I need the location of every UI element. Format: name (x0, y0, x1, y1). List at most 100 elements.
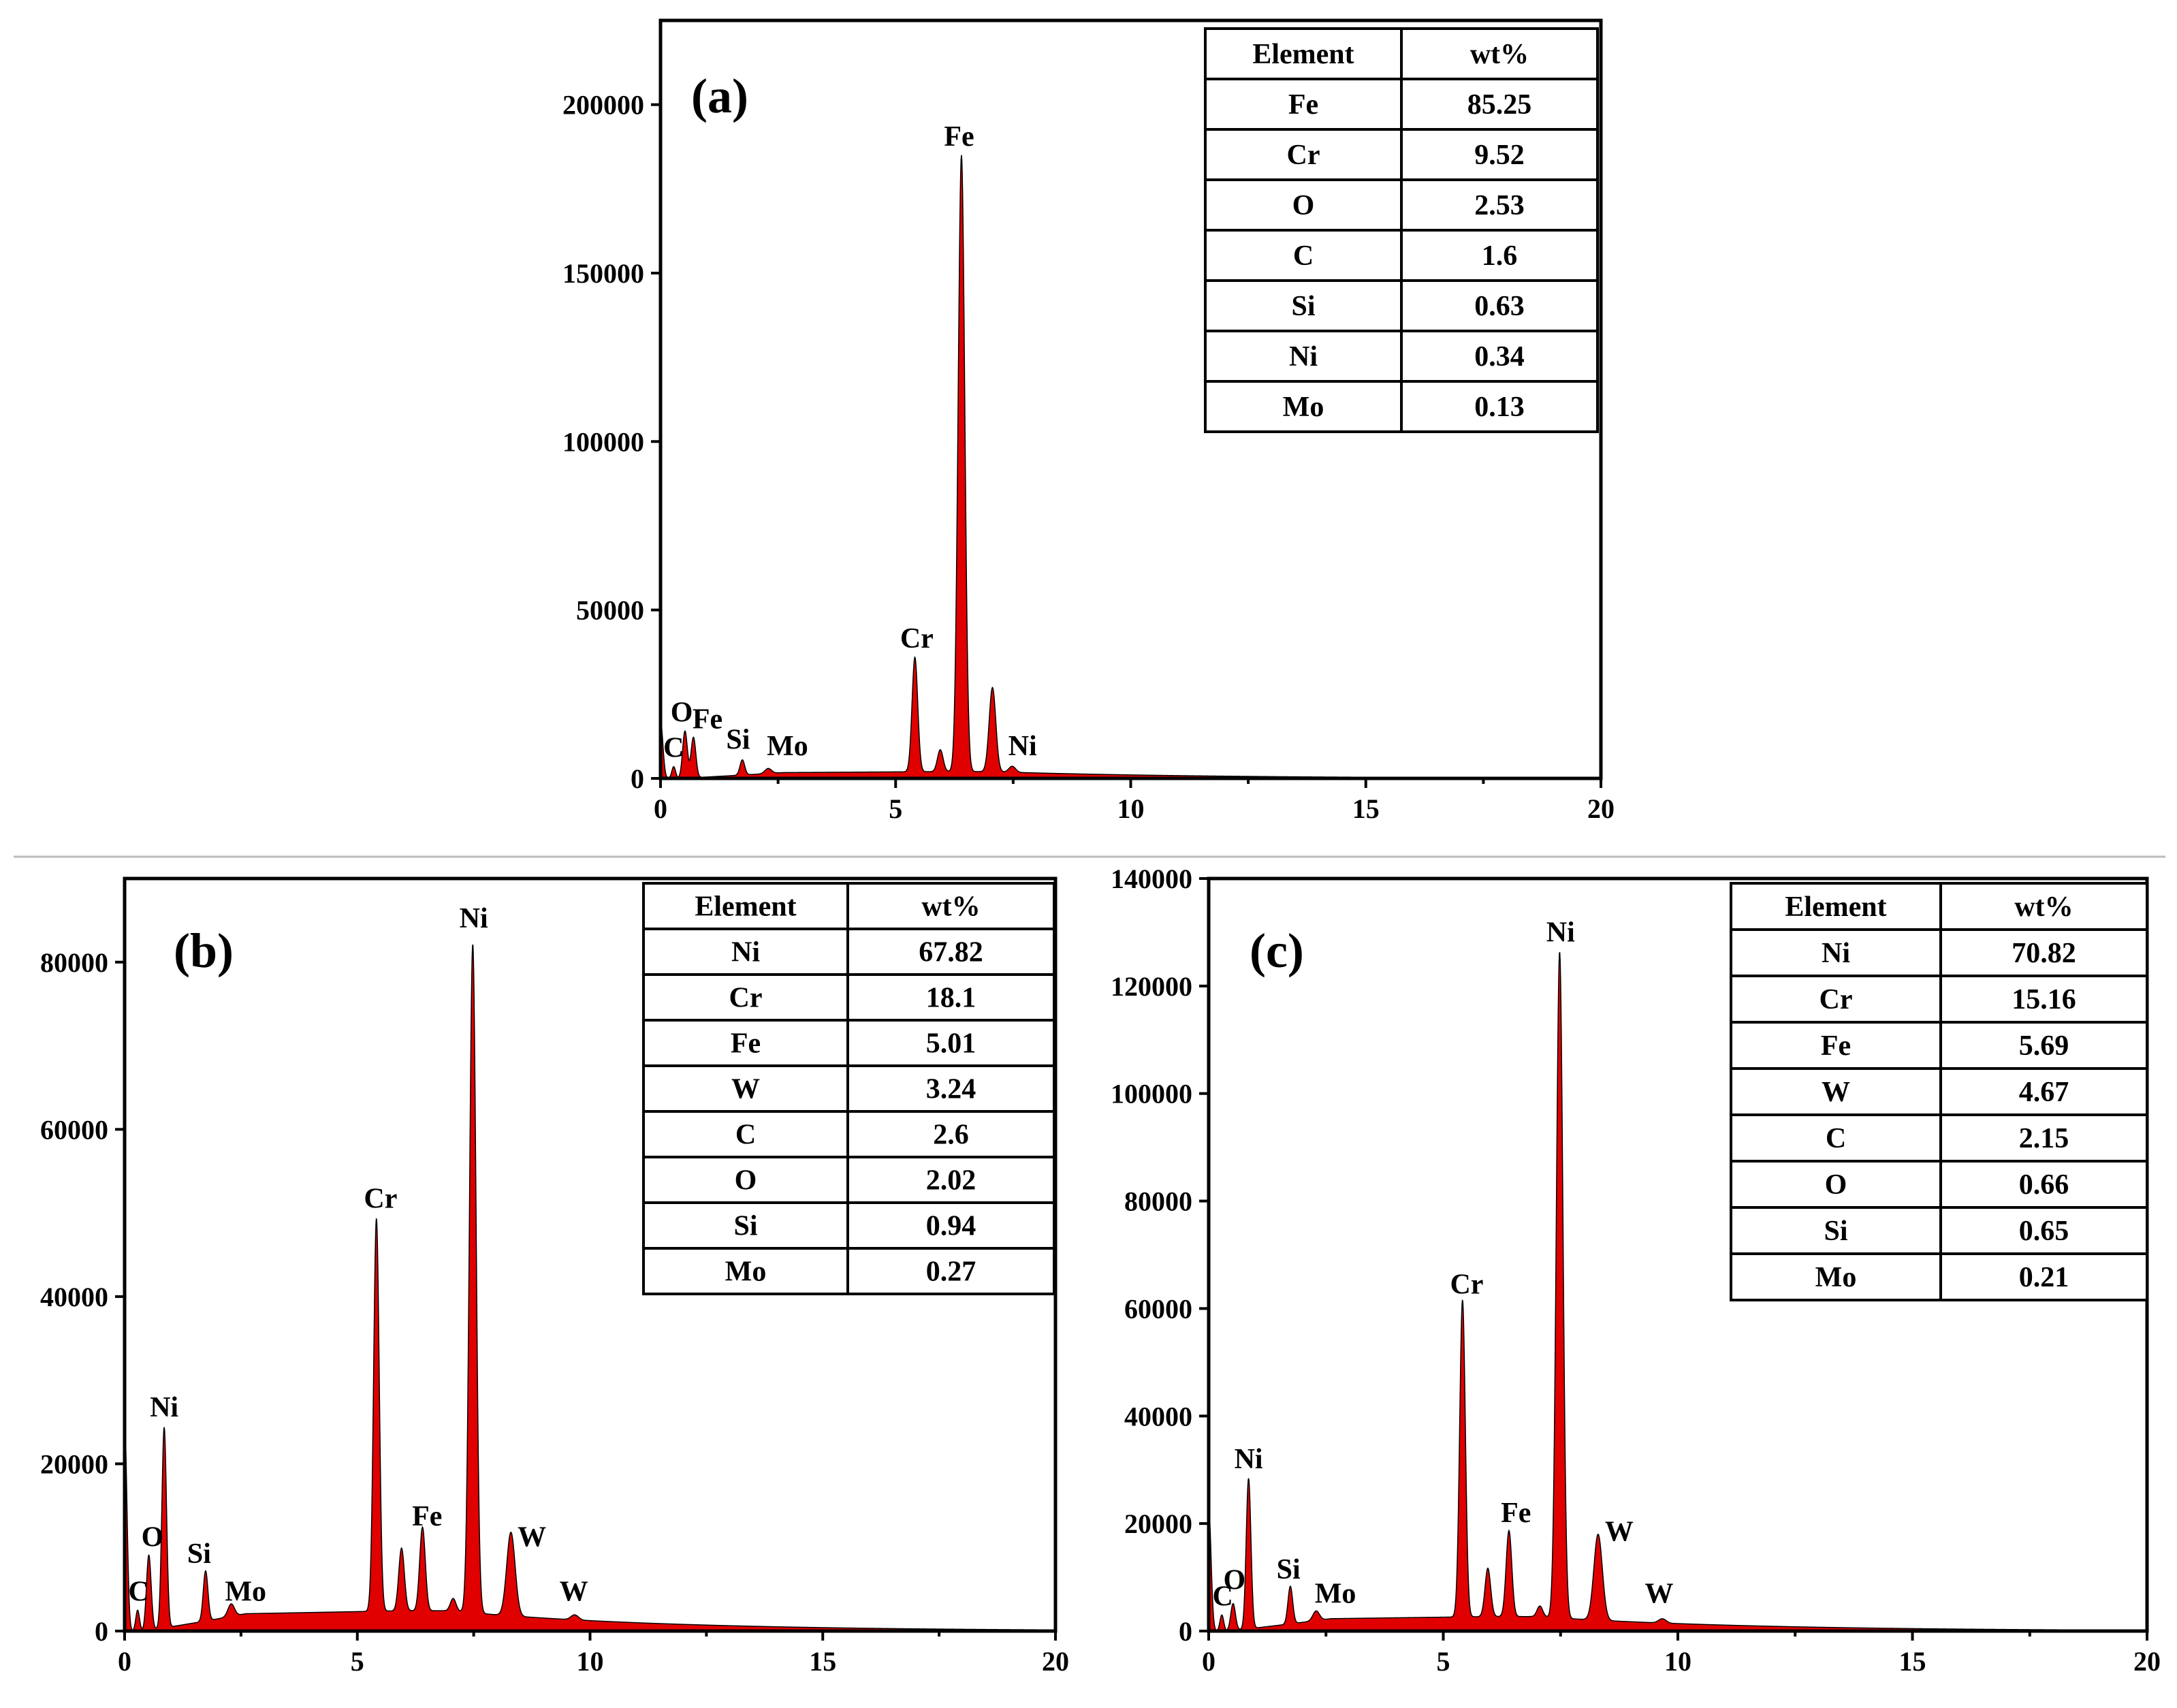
table-cell-element: O (1825, 1169, 1847, 1201)
peak-label-o: O (671, 697, 693, 729)
y-tick-label: 100000 (1111, 1079, 1192, 1109)
x-tick-label: 0 (654, 793, 667, 824)
x-tick-label: 10 (577, 1646, 604, 1677)
peak-label-cr: Cr (364, 1183, 397, 1214)
composition-table: Element wt% Ni 67.82 Cr 18.1 Fe 5.01 W 3.24 C 2.6 O 2… (642, 882, 1055, 1295)
y-tick-label: 100000 (562, 426, 644, 457)
peak-label-w: W (1605, 1517, 1634, 1548)
table-cell-wt: 0.27 (926, 1256, 976, 1288)
peak-label-si: Si (726, 724, 750, 755)
panel-label: (c) (1250, 923, 1304, 978)
peak-label-mo: Mo (1315, 1578, 1356, 1609)
peak-label-w: W (1644, 1578, 1673, 1609)
peak-label-ni: Ni (1235, 1444, 1263, 1475)
table-cell-wt: 15.16 (2012, 984, 2076, 1015)
eds-panel-c: 0 5 10 15 20 0 20000 40000 60000 80000 100000 12000… (1111, 864, 2161, 1677)
table-cell-element: W (1822, 1077, 1850, 1108)
spectrum-area (124, 944, 1056, 1632)
y-tick-label: 60000 (40, 1114, 108, 1145)
table-cell-wt: 5.69 (2019, 1030, 2069, 1062)
peak-label-fe: Fe (412, 1501, 442, 1532)
table-header-element: Element (1252, 39, 1354, 70)
peak-label-ni: Ni (1008, 731, 1037, 762)
peak-label-fe: Fe (944, 121, 974, 153)
table-cell-element: C (1826, 1123, 1846, 1154)
peak-label-mo: Mo (767, 731, 808, 762)
peak-label-cr: Cr (900, 623, 934, 654)
y-tick-label: 40000 (1124, 1401, 1192, 1432)
peak-label-o: O (1224, 1565, 1246, 1596)
table-cell-element: O (1292, 190, 1315, 221)
table-cell-wt: 70.82 (2012, 938, 2076, 969)
table-header-wt: wt% (2014, 891, 2073, 923)
y-tick-label: 20000 (40, 1449, 108, 1479)
composition-table: Element wt% Ni 70.82 Cr 15.16 Fe 5.69 W 4.67 C 2.15… (1730, 882, 2148, 1301)
y-tick-label: 0 (1179, 1616, 1192, 1647)
table-cell-wt: 0.94 (926, 1211, 976, 1242)
table-cell-element: Fe (731, 1028, 761, 1060)
table-header-wt: wt% (1470, 39, 1529, 70)
panel-label: (b) (174, 923, 234, 978)
table-cell-wt: 0.65 (2019, 1216, 2069, 1247)
y-tick-label: 140000 (1111, 864, 1192, 894)
table-header-wt: wt% (921, 891, 980, 923)
table-cell-wt: 2.02 (926, 1165, 976, 1197)
peak-label-c: C (128, 1576, 148, 1607)
table-header-element: Element (1785, 891, 1886, 923)
table-cell-wt: 2.6 (933, 1120, 969, 1151)
x-tick-label: 20 (1042, 1646, 1069, 1677)
table-cell-element: Ni (731, 937, 760, 968)
table-cell-wt: 3.24 (926, 1074, 976, 1105)
y-tick-label: 60000 (1124, 1293, 1192, 1324)
table-cell-element: Mo (725, 1256, 767, 1288)
x-tick-label: 0 (118, 1646, 131, 1677)
composition-table: Element wt% Fe 85.25 Cr 9.52 O 2.53 C 1.6 Si 0.63 Ni… (1204, 27, 1599, 433)
table-cell-element: Si (1291, 291, 1315, 322)
table-cell-element: O (735, 1165, 757, 1197)
peak-label-cr: Cr (1450, 1269, 1483, 1301)
peak-label-c: C (1212, 1581, 1233, 1612)
y-tick-label: 20000 (1124, 1508, 1192, 1539)
x-tick-label: 5 (889, 793, 902, 824)
table-cell-wt: 0.34 (1474, 341, 1525, 373)
table-cell-wt: 9.52 (1474, 140, 1525, 171)
peak-label-ni: Ni (460, 903, 488, 934)
peak-label-ni: Ni (150, 1392, 178, 1423)
x-tick-label: 10 (1664, 1646, 1691, 1677)
table-cell-element: Si (733, 1211, 757, 1242)
table-cell-wt: 2.53 (1474, 190, 1525, 221)
y-tick-label: 120000 (1111, 971, 1192, 1002)
x-tick-label: 20 (1587, 793, 1615, 824)
table-cell-wt: 4.67 (2019, 1077, 2069, 1108)
table-cell-element: W (731, 1074, 760, 1105)
panel-label: (a) (691, 69, 748, 123)
y-tick-label: 0 (631, 763, 644, 794)
table-cell-element: C (1293, 240, 1314, 272)
table-cell-element: Cr (1287, 140, 1320, 171)
table-cell-element: C (735, 1120, 756, 1151)
table-cell-wt: 18.1 (926, 983, 976, 1014)
table-cell-element: Cr (729, 983, 763, 1014)
table-cell-element: Mo (1283, 392, 1324, 423)
table-cell-wt: 5.01 (926, 1028, 976, 1060)
eds-panel-b: 0 5 10 15 20020000400006000080000CONiSiMoCrF… (40, 876, 1069, 1677)
x-tick-label: 15 (809, 1646, 836, 1677)
table-cell-wt: 0.66 (2019, 1169, 2069, 1201)
y-tick-label: 50000 (576, 595, 644, 626)
table-cell-element: Ni (1289, 341, 1318, 373)
table-cell-wt: 1.6 (1482, 240, 1518, 272)
table-cell-element: Si (1824, 1216, 1847, 1247)
table-header-element: Element (695, 891, 796, 923)
table-cell-element: Ni (1822, 938, 1850, 969)
table-cell-element: Fe (1288, 89, 1318, 121)
table-cell-wt: 67.82 (919, 937, 983, 968)
y-tick-label: 80000 (1124, 1186, 1192, 1217)
x-tick-label: 5 (351, 1646, 364, 1677)
x-tick-label: 10 (1117, 793, 1145, 824)
table-cell-wt: 2.15 (2019, 1123, 2069, 1154)
y-tick-label: 40000 (40, 1282, 108, 1312)
y-tick-label: 200000 (562, 90, 644, 121)
x-tick-label: 5 (1437, 1646, 1450, 1677)
